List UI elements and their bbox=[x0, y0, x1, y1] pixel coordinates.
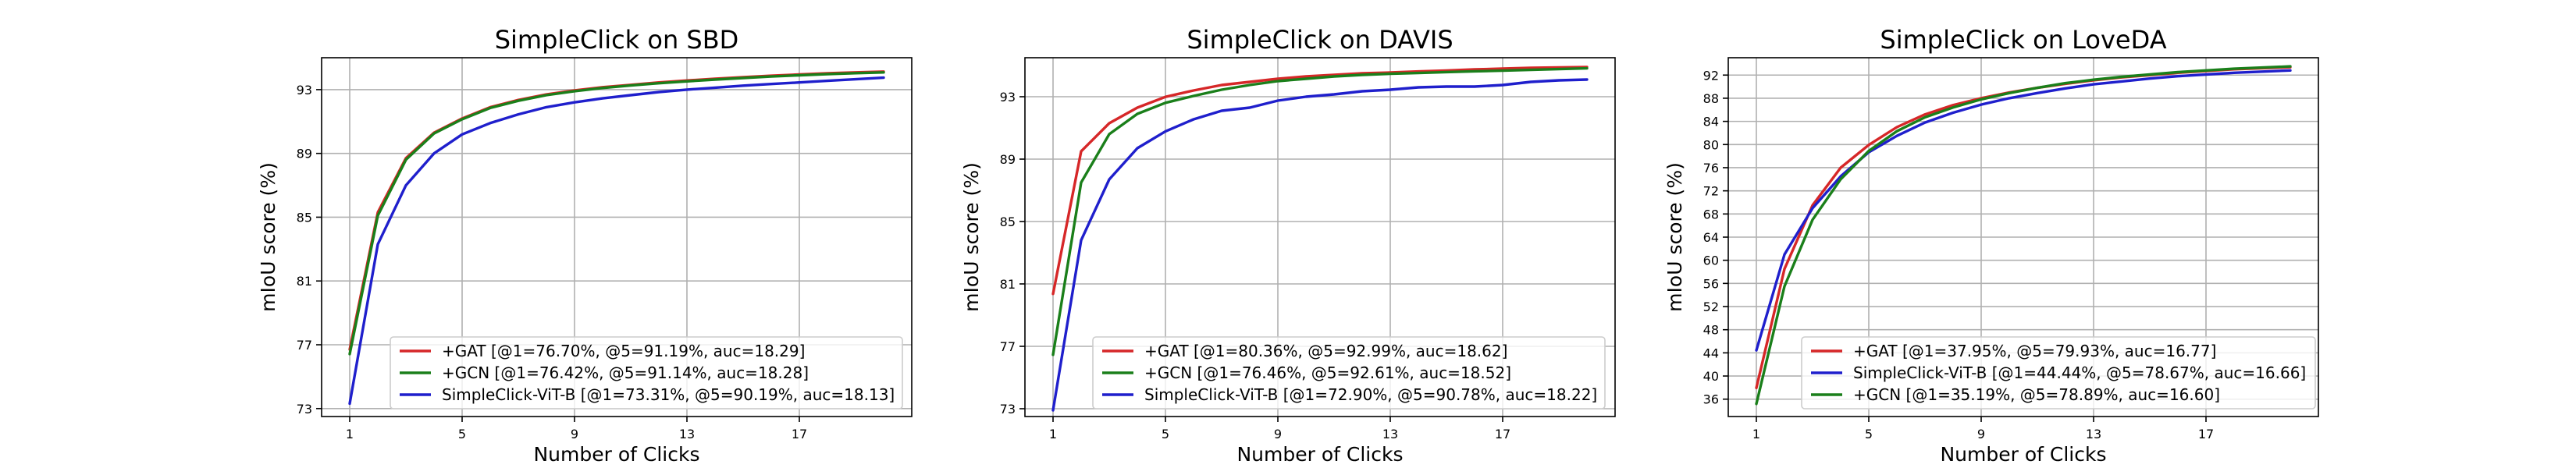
legend: +GAT [@1=37.95%, @5=79.93%, auc=16.77] Si… bbox=[1801, 336, 2316, 410]
legend-entry-3: SimpleClick-ViT-B [@1=73.31%, @5=90.19%,… bbox=[442, 385, 895, 404]
chart-title: SimpleClick on DAVIS bbox=[1187, 25, 1453, 55]
y-tick-label: 80 bbox=[1703, 137, 1719, 152]
chart-panel-3: 1 5 9 13 17 36 40 44 48 52 56 60 64 68 72 76 80 84 88 92 Sim… bbox=[1663, 25, 2319, 466]
y-tick-label: 81 bbox=[1000, 277, 1016, 292]
x-tick-label: 5 bbox=[458, 427, 466, 441]
y-tick-label: 93 bbox=[297, 83, 312, 98]
x-tick-label: 9 bbox=[1977, 427, 1985, 441]
series-line-1 bbox=[348, 70, 885, 351]
x-tick-label: 5 bbox=[1162, 427, 1169, 441]
y-tick-label: 93 bbox=[1000, 90, 1016, 105]
y-tick-label: 89 bbox=[297, 147, 312, 161]
y-tick-label: 92 bbox=[1703, 68, 1719, 83]
x-tick-label: 17 bbox=[792, 427, 807, 441]
series-line-3 bbox=[1755, 65, 2292, 406]
legend: +GAT [@1=80.36%, @5=92.99%, auc=18.62] +G… bbox=[1092, 336, 1606, 410]
x-tick-label: 13 bbox=[2086, 427, 2101, 441]
y-axis-label: mIoU score (%) bbox=[257, 162, 279, 312]
y-tick-label: 88 bbox=[1703, 91, 1719, 106]
x-tick-label: 17 bbox=[1495, 427, 1510, 441]
series-line-2 bbox=[348, 71, 885, 356]
chart-panel-1: 1 5 9 13 17 73 77 81 85 89 93 SimpleClick on SBD Num… bbox=[257, 25, 913, 466]
y-tick-label: 72 bbox=[1703, 184, 1719, 199]
legend-entry-2: +GCN [@1=76.42%, @5=91.14%, auc=18.28] bbox=[442, 363, 809, 382]
chart-title: SimpleClick on SBD bbox=[495, 25, 739, 55]
y-tick-label: 73 bbox=[297, 402, 312, 417]
y-tick-label: 40 bbox=[1703, 369, 1719, 384]
y-tick-label: 84 bbox=[1703, 115, 1719, 129]
x-axis-label: Number of Clicks bbox=[1236, 443, 1403, 466]
legend-box bbox=[390, 336, 903, 410]
x-tick-label: 9 bbox=[1274, 427, 1282, 441]
legend: +GAT [@1=76.70%, @5=91.19%, auc=18.29] +G… bbox=[390, 336, 903, 410]
legend-entry-2: +GCN [@1=76.46%, @5=92.61%, auc=18.52] bbox=[1144, 363, 1511, 382]
series-line-1 bbox=[1051, 66, 1589, 296]
chart-title: SimpleClick on LoveDA bbox=[1880, 25, 2166, 55]
x-axis-label: Number of Clicks bbox=[1940, 443, 2106, 466]
x-tick-label: 17 bbox=[2198, 427, 2214, 441]
legend-entry-1: +GAT [@1=37.95%, @5=79.93%, auc=16.77] bbox=[1853, 342, 2216, 360]
series-line-2 bbox=[1051, 66, 1589, 356]
y-tick-label: 44 bbox=[1703, 346, 1719, 360]
legend-entry-2: SimpleClick-ViT-B [@1=44.44%, @5=78.67%,… bbox=[1853, 363, 2306, 382]
plot-area-frame bbox=[321, 57, 913, 417]
x-tick-label: 9 bbox=[571, 427, 578, 441]
x-tick-label: 1 bbox=[346, 427, 354, 441]
y-tick-label: 81 bbox=[297, 274, 312, 289]
chart-panel-2: 1 5 9 13 17 73 77 81 85 89 93 SimpleClick on DAVIS N… bbox=[960, 25, 1616, 466]
x-tick-label: 13 bbox=[679, 427, 695, 441]
x-tick-label: 13 bbox=[1382, 427, 1398, 441]
x-axis-label: Number of Clicks bbox=[533, 443, 699, 466]
y-tick-label: 52 bbox=[1703, 300, 1719, 314]
x-tick-label: 5 bbox=[1865, 427, 1873, 441]
legend-entry-1: +GAT [@1=76.70%, @5=91.19%, auc=18.29] bbox=[442, 342, 805, 360]
legend-entry-1: +GAT [@1=80.36%, @5=92.99%, auc=18.62] bbox=[1144, 342, 1507, 360]
y-tick-label: 36 bbox=[1703, 392, 1719, 407]
legend-entry-3: SimpleClick-ViT-B [@1=72.90%, @5=90.78%,… bbox=[1144, 385, 1597, 404]
y-tick-label: 77 bbox=[297, 338, 312, 353]
legend-box bbox=[1092, 336, 1606, 410]
y-tick-label: 76 bbox=[1703, 161, 1719, 176]
y-axis-label: mIoU score (%) bbox=[960, 162, 983, 312]
series-line-3 bbox=[1051, 78, 1589, 412]
x-tick-label: 1 bbox=[1049, 427, 1057, 441]
y-tick-label: 60 bbox=[1703, 254, 1719, 268]
series-line-3 bbox=[348, 76, 885, 406]
y-tick-label: 89 bbox=[1000, 152, 1016, 167]
y-tick-label: 73 bbox=[1000, 402, 1016, 417]
y-tick-label: 56 bbox=[1703, 276, 1719, 291]
y-tick-label: 85 bbox=[1000, 214, 1016, 229]
y-tick-label: 68 bbox=[1703, 207, 1719, 222]
y-axis-label: mIoU score (%) bbox=[1663, 162, 1686, 312]
y-tick-label: 64 bbox=[1703, 230, 1719, 245]
x-tick-label: 1 bbox=[1752, 427, 1760, 441]
y-tick-label: 48 bbox=[1703, 323, 1719, 338]
series-line-2 bbox=[1755, 69, 2292, 352]
legend-entry-3: +GCN [@1=35.19%, @5=78.89%, auc=16.60] bbox=[1853, 385, 2220, 404]
plot-area-frame bbox=[1024, 57, 1616, 417]
y-tick-label: 85 bbox=[297, 210, 312, 225]
y-tick-label: 77 bbox=[1000, 339, 1016, 354]
legend-box bbox=[1801, 336, 2316, 410]
